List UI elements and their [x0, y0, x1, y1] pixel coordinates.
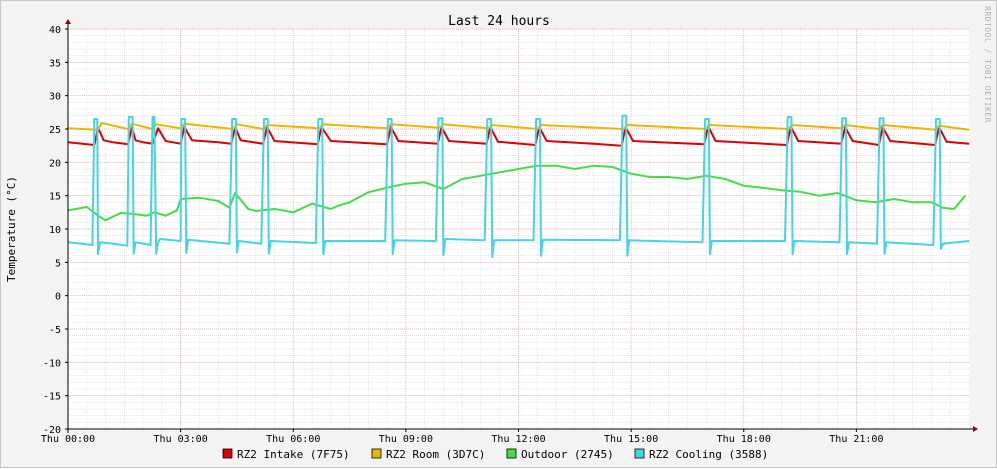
y-axis-arrow — [65, 19, 71, 24]
x-tick-label: Thu 15:00 — [604, 434, 658, 445]
axes — [65, 19, 978, 433]
x-tick-label: Thu 00:00 — [41, 434, 95, 445]
y-tick-label: 20 — [49, 158, 61, 169]
legend-label-2: RZ2 Room (3D7C) — [386, 448, 485, 461]
y-tick-label: -5 — [49, 325, 61, 336]
y-tick-label: 10 — [49, 225, 61, 236]
legend-swatch-3 — [506, 448, 517, 459]
y-tick-label: 35 — [49, 58, 61, 69]
rrdtool-watermark: RRDTOOL / TOBI OETIKER — [983, 6, 992, 123]
legend-swatch-1 — [222, 448, 233, 459]
series-line-3 — [67, 164, 966, 222]
legend-swatch-4 — [634, 448, 645, 459]
legend: RZ2 Intake (7F75) RZ2 Room (3D7C) Outdoor … — [222, 448, 768, 461]
y-tick-label: 0 — [55, 292, 61, 303]
legend-swatch-2 — [371, 448, 382, 459]
y-tick-label: 25 — [49, 125, 61, 136]
x-axis-arrow — [973, 426, 978, 432]
x-tick-label: Thu 06:00 — [266, 434, 320, 445]
x-tick-label: Thu 12:00 — [491, 434, 545, 445]
y-axis-label: Temperature (°C) — [5, 176, 18, 282]
chart-title: Last 24 hours — [448, 14, 550, 29]
legend-label-4: RZ2 Cooling (3588) — [649, 448, 768, 461]
series-layer — [67, 114, 970, 258]
y-tick-label: -20 — [43, 425, 61, 436]
x-tick-label: Thu 03:00 — [154, 434, 208, 445]
x-tick-label: Thu 09:00 — [379, 434, 433, 445]
legend-label-3: Outdoor (2745) — [521, 448, 614, 461]
y-tick-label: 30 — [49, 92, 61, 103]
legend-label-1: RZ2 Intake (7F75) — [237, 448, 350, 461]
y-tick-label: -10 — [43, 358, 61, 369]
y-tick-label: -15 — [43, 392, 61, 403]
x-tick-label: Thu 18:00 — [717, 434, 771, 445]
y-tick-label: 5 — [55, 258, 61, 269]
series-line-4 — [67, 114, 970, 258]
y-tick-label: 15 — [49, 192, 61, 203]
x-tick-label: Thu 21:00 — [829, 434, 883, 445]
y-tick-label: 40 — [49, 25, 61, 36]
